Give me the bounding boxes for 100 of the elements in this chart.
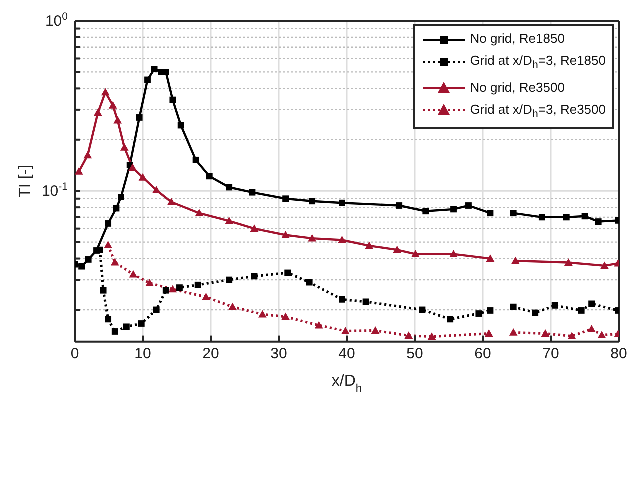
point <box>105 316 112 323</box>
point <box>144 76 151 84</box>
point <box>476 310 482 317</box>
y-axis-title: TI [-] <box>17 164 34 198</box>
point <box>282 231 290 238</box>
point <box>176 284 183 292</box>
point <box>578 308 585 314</box>
point <box>339 200 346 206</box>
x-tick-label: 60 <box>474 345 492 362</box>
point <box>75 168 84 175</box>
point <box>78 263 85 270</box>
y-tick-label: 10$^{0}$ <box>45 11 68 30</box>
legend-label: No grid, Re1850 <box>470 31 565 46</box>
point <box>162 69 170 76</box>
point <box>411 250 420 258</box>
point <box>146 279 154 287</box>
point <box>588 300 595 308</box>
point <box>393 246 402 254</box>
point <box>249 189 256 196</box>
point <box>510 304 517 310</box>
legend-label: No grid, Re3500 <box>470 80 565 95</box>
point <box>112 328 118 335</box>
point <box>341 327 350 334</box>
legend-label: Grid at x/D$_{h}$=3, Re3500 <box>470 102 606 120</box>
point <box>96 246 104 254</box>
point <box>120 143 129 151</box>
point <box>129 270 138 278</box>
x-tick-label: 40 <box>338 345 356 362</box>
point <box>371 326 380 334</box>
point <box>151 66 158 73</box>
point <box>487 308 494 314</box>
point <box>466 202 472 209</box>
point <box>306 279 313 286</box>
point <box>168 285 178 293</box>
point <box>284 270 292 276</box>
point <box>447 316 454 323</box>
point <box>404 332 414 340</box>
point <box>101 88 110 96</box>
point <box>206 173 213 180</box>
point <box>510 210 517 217</box>
point <box>428 332 436 340</box>
point <box>339 296 346 303</box>
x-tick-label: 30 <box>270 345 288 362</box>
point <box>178 122 184 129</box>
point <box>595 218 602 225</box>
point <box>568 332 576 340</box>
x-tick-label: 70 <box>542 345 560 362</box>
point <box>100 287 107 294</box>
point <box>314 321 324 329</box>
point <box>588 325 596 332</box>
point <box>162 287 170 294</box>
x-axis-title: x/D$_{h}$ <box>332 372 362 395</box>
point <box>104 241 113 249</box>
point <box>563 214 570 221</box>
point <box>600 262 609 270</box>
point <box>94 108 102 116</box>
point <box>226 184 233 191</box>
point <box>152 186 161 194</box>
point <box>450 250 458 258</box>
point <box>487 210 494 217</box>
point <box>225 217 234 224</box>
point <box>486 254 495 262</box>
point <box>422 208 430 215</box>
point <box>308 234 317 242</box>
point <box>251 273 258 280</box>
point <box>118 194 124 200</box>
point <box>167 198 176 206</box>
point <box>541 330 550 337</box>
point <box>396 202 403 209</box>
point <box>258 310 267 318</box>
point <box>365 242 374 250</box>
point <box>170 96 176 104</box>
point <box>138 320 145 327</box>
point <box>538 214 546 221</box>
legend-label: Grid at x/D$_{h}$=3, Re1850 <box>470 53 606 72</box>
point <box>136 114 143 121</box>
point <box>226 276 233 284</box>
point <box>250 224 259 232</box>
point <box>85 256 92 263</box>
point <box>110 258 120 266</box>
point <box>282 312 290 320</box>
point <box>202 292 210 300</box>
point <box>108 101 118 109</box>
point <box>509 328 518 336</box>
point <box>123 324 130 330</box>
point <box>552 302 558 309</box>
y-tick-label: 10$^{-1}$ <box>42 181 68 200</box>
point <box>84 151 92 159</box>
point <box>195 209 204 217</box>
point <box>564 258 573 266</box>
point <box>138 173 148 181</box>
point <box>282 196 289 202</box>
point <box>228 302 237 310</box>
point <box>194 282 202 288</box>
x-tick-label: 10 <box>134 345 152 362</box>
point <box>128 164 137 172</box>
point <box>114 116 122 124</box>
point <box>338 236 346 244</box>
point <box>153 306 160 314</box>
x-tick-label: 80 <box>610 345 628 362</box>
